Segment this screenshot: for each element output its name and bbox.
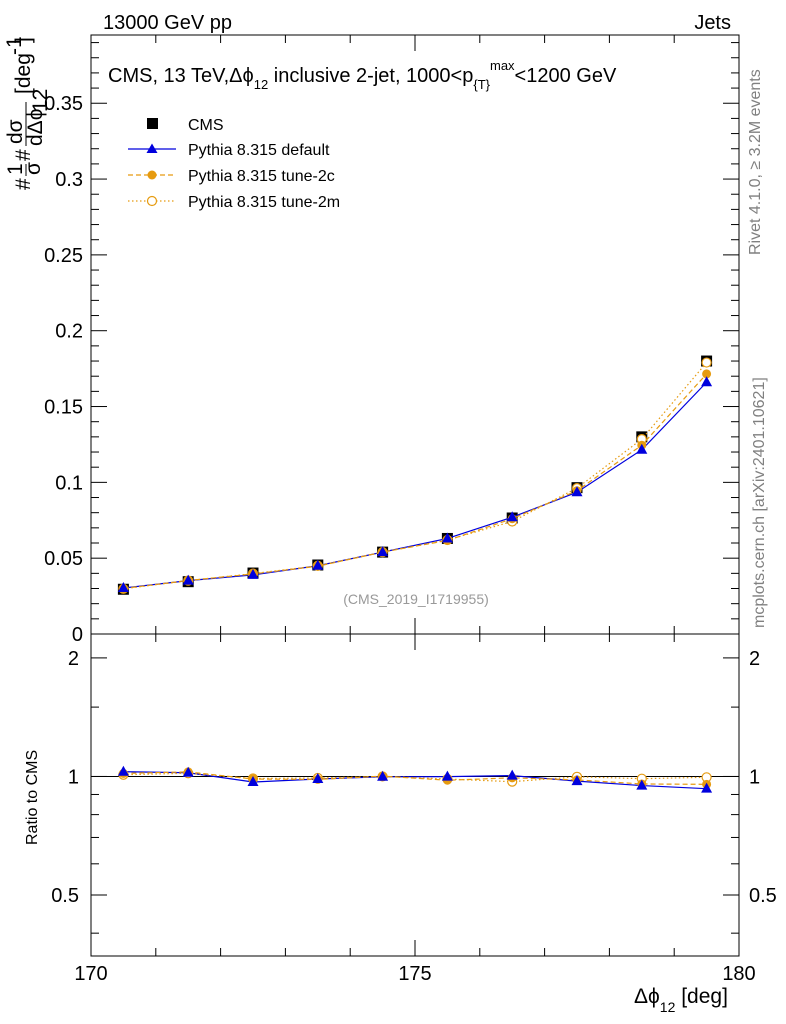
plot-title-sub12: 12 — [254, 77, 268, 92]
pythia-8-315-default-ratio-point-8 — [636, 779, 648, 790]
plot-title-end: <1200 GeV — [515, 65, 617, 87]
pythia-8-315-default-point-8 — [636, 443, 648, 454]
pythia-8-315-default-ratio-point-9 — [701, 782, 713, 793]
y-axis-label: # 1 σ # dσ dΔϕ 12 [deg -1 ] — [3, 36, 52, 190]
y-tick-label-5: 0.25 — [44, 245, 83, 267]
y-tick-label-4: 0.2 — [55, 321, 83, 343]
pythia-8-315-default-ratio-point-0 — [117, 765, 129, 776]
y-label-prefix: # — [12, 178, 35, 190]
pythia-8-315-tune-2m-point-9 — [701, 357, 712, 368]
pythia-8-315-default-line — [123, 381, 708, 589]
legend-tune2m-label: Pythia 8.315 tune-2m — [188, 194, 340, 211]
pythia-8-315-default-ratio-point-3 — [312, 773, 324, 784]
y-label-unit-sup: -1 — [3, 36, 26, 55]
ratio-tick-label-r-0: 0.5 — [749, 885, 777, 907]
legend-tune2m-marker — [146, 195, 158, 207]
plot-title: CMS, 13 TeV,Δϕ12 inclusive 2-jet, 1000<p… — [108, 58, 617, 92]
pythia-8-315-default-point-5 — [441, 532, 453, 543]
pythia-8-315-default-point-1 — [182, 574, 194, 585]
ratio-tick-label-r-2: 2 — [749, 648, 760, 670]
ratio-tick-label-r-1: 1 — [749, 766, 760, 788]
legend: CMS Pythia 8.315 default Pythia 8.315 tu… — [128, 117, 340, 211]
pythia-8-315-default-point-2 — [247, 568, 259, 579]
ratio-tick-label-l-1: 1 — [68, 766, 79, 788]
x-tick-label-0: 170 — [74, 963, 107, 985]
x-label-unit: [deg] — [675, 985, 728, 1008]
ratio-axis-label: Ratio to CMS — [24, 750, 41, 845]
plot-title-rest: inclusive 2-jet, 1000<p — [268, 65, 473, 87]
plot-title-main: CMS, 13 TeV,Δϕ — [108, 65, 254, 87]
y-label-sub: 12 — [29, 89, 52, 112]
pythia-8-315-default-point-0 — [117, 582, 129, 593]
pythia-8-315-default-point-6 — [506, 511, 518, 522]
y-tick-label-0: 0 — [72, 624, 83, 646]
y-tick-label-3: 0.15 — [44, 397, 83, 419]
y-tick-label-1: 0.05 — [44, 548, 83, 570]
plot-title-supmax: max — [490, 58, 515, 73]
mcplots-label: mcplots.cern.ch [arXiv:2401.10621] — [751, 377, 768, 628]
pythia-8-315-tune-2c-point-9 — [702, 369, 712, 379]
ratio-tick-label-l-0: 0.5 — [51, 885, 79, 907]
y-label-d-den: dΔϕ — [24, 109, 47, 146]
pythia-8-315-default-ratio-point-1 — [182, 766, 194, 777]
pythia-8-315-tune-2m-line — [123, 362, 708, 590]
ticks-layer: 170 175 180 0 0.05 0.1 0.15 0.2 0.25 0.3 0.35 0.5 0.… — [44, 35, 777, 985]
x-label-sub: 12 — [660, 999, 676, 1015]
pythia-8-315-default-ratio-point-2 — [247, 776, 259, 787]
legend-cms-label: CMS — [188, 117, 224, 134]
y-tick-label-2: 0.1 — [55, 472, 83, 494]
pythia-8-315-default-point-9 — [701, 376, 713, 387]
pythia-8-315-default-ratio-point-4 — [377, 770, 389, 781]
rivet-label: Rivet 4.1.0, ≥ 3.2M events — [747, 69, 764, 255]
pythia-8-315-default-ratio-point-7 — [571, 775, 583, 786]
pythia-8-315-tune-2m-ratio-line — [123, 772, 707, 783]
x-tick-label-2: 180 — [722, 963, 755, 985]
y-label-d-num: dσ — [4, 119, 27, 144]
pythia-8-315-default-point-3 — [312, 559, 324, 570]
plot-title-subT: {T} — [473, 77, 490, 92]
y-label-frac-den: σ — [22, 162, 45, 175]
header-left: 13000 GeV pp — [103, 12, 232, 34]
data-layer — [91, 355, 739, 793]
pythia-8-315-tune-2c-line — [123, 373, 708, 590]
pythia-8-315-default-point-4 — [377, 546, 389, 557]
ratio-frame — [90, 633, 740, 957]
legend-tune2c-marker — [147, 170, 157, 180]
y-label-unit: [deg — [12, 53, 35, 94]
pythia-8-315-default-point-7 — [571, 486, 583, 497]
legend-cms-marker — [147, 118, 158, 129]
y-label-frac-num: 1 — [4, 163, 27, 175]
pythia-8-315-default-ratio-line — [123, 771, 707, 790]
legend-default-label: Pythia 8.315 default — [188, 142, 330, 159]
reference-label: (CMS_2019_I1719955) — [343, 591, 489, 607]
header-right: Jets — [694, 12, 731, 34]
x-label-main: Δϕ — [634, 985, 660, 1008]
legend-default-marker — [146, 143, 158, 153]
pythia-8-315-default-ratio-point-5 — [441, 770, 453, 781]
x-tick-label-1: 175 — [398, 963, 431, 985]
pythia-8-315-default-ratio-point-6 — [506, 769, 518, 780]
y-tick-label-7: 0.35 — [44, 93, 83, 115]
y-label-unit-end: ] — [12, 37, 35, 43]
y-label-mid: # — [12, 149, 35, 161]
y-tick-label-6: 0.3 — [55, 169, 83, 191]
ratio-tick-label-l-2: 2 — [68, 648, 79, 670]
legend-tune2c-label: Pythia 8.315 tune-2c — [188, 168, 335, 185]
x-axis-label: Δϕ12 [deg] — [634, 985, 728, 1015]
